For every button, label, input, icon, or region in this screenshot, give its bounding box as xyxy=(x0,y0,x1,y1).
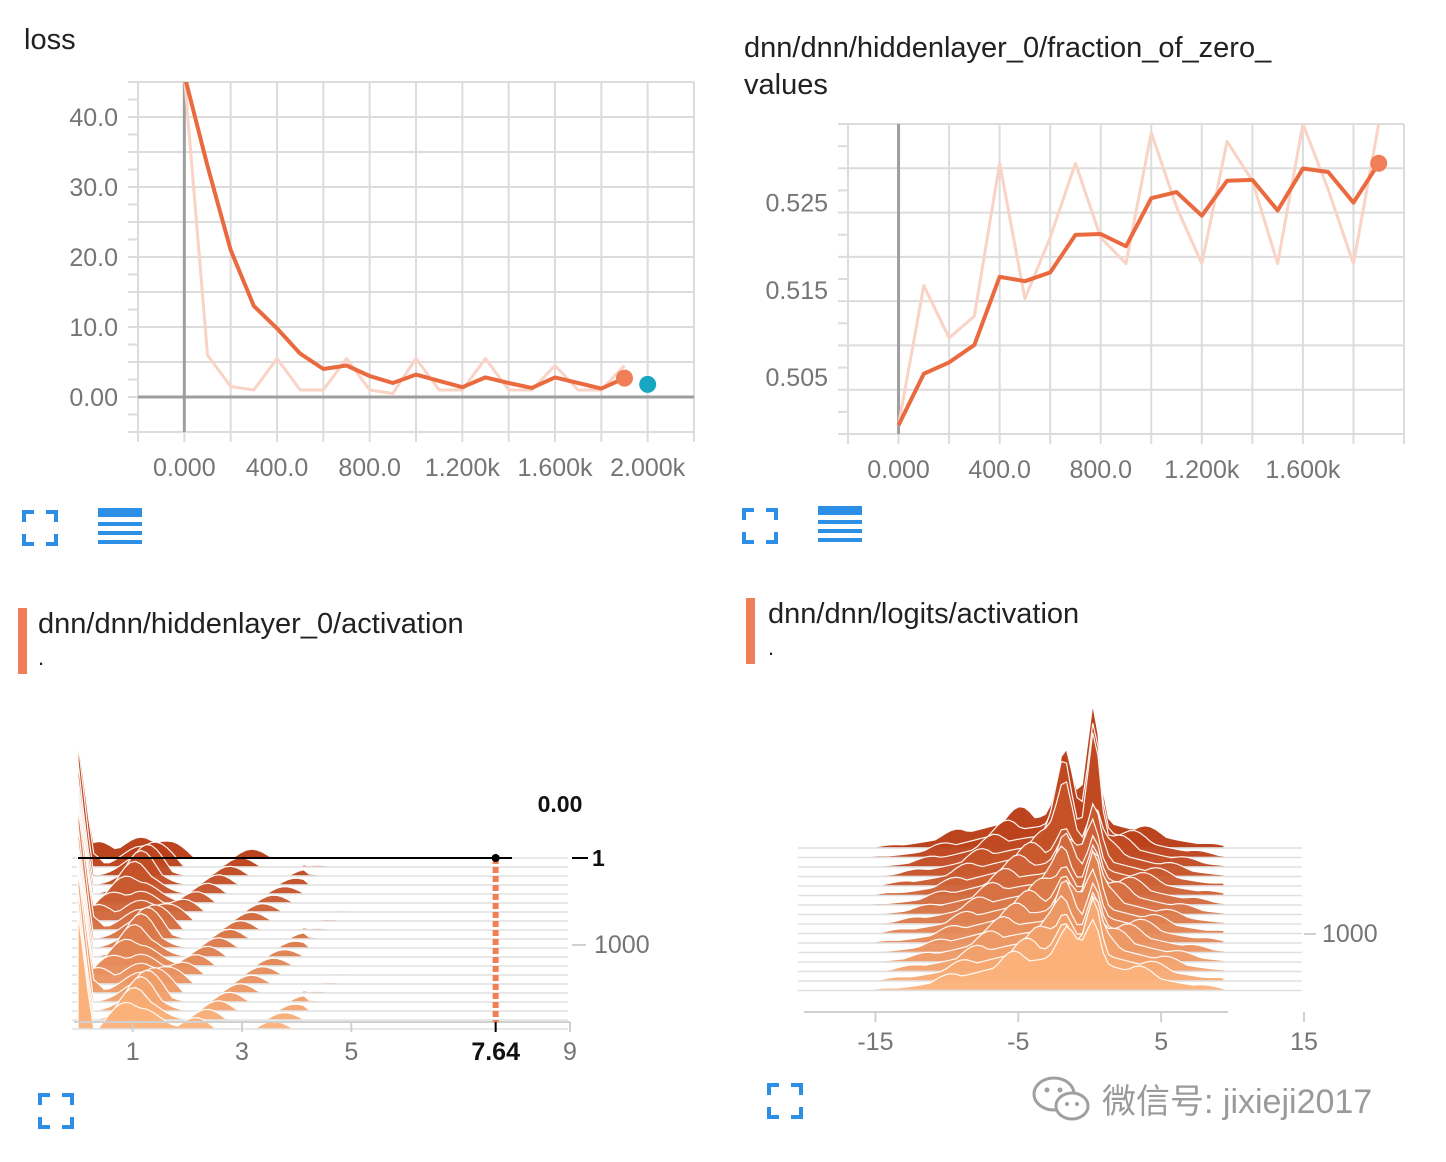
y-tick-label: 0.505 xyxy=(765,364,828,392)
x-tick-label: 1 xyxy=(126,1038,140,1066)
y-tick-label: 0.525 xyxy=(765,190,828,218)
watermark-text: 微信号: jixieji2017 xyxy=(1102,1082,1373,1121)
x-tick-label: -15 xyxy=(857,1028,893,1056)
plot-area xyxy=(896,124,1381,427)
hover-step: 1 xyxy=(592,845,605,871)
x-tick-label: 0.000 xyxy=(867,456,930,484)
ridge-layer xyxy=(804,867,1225,944)
ridge-layer xyxy=(804,918,1225,992)
zero-fraction-chart[interactable]: 0.505 0.515 0.525 0.000 400.0 800.0 1.200k 1.60… xyxy=(760,110,1405,490)
watermark: 微信号: jixieji2017 xyxy=(1030,1068,1372,1128)
x-tick-label: 1.200k xyxy=(425,454,501,482)
x-tick-label: 1.600k xyxy=(517,454,593,482)
x-tick-label: 5 xyxy=(344,1038,358,1066)
smoothed-series-line xyxy=(896,162,1381,427)
x-tick-label: 5 xyxy=(1154,1028,1168,1056)
ridge-layer xyxy=(804,704,1225,849)
logits-activation-histogram[interactable]: -15 -5 5 15 1000 xyxy=(780,690,1420,1070)
hidden-activation-histogram[interactable]: 1 3 5 7.64 9 0.00 1 1000 xyxy=(50,720,690,1100)
ridge-layer xyxy=(804,723,1225,859)
x-tick-label: 3 xyxy=(235,1038,249,1066)
fullscreen-icon[interactable] xyxy=(22,510,58,551)
loss-chart[interactable]: 0.00 10.0 20.0 30.0 40.0 0.000 400.0 800.0 1.200… xyxy=(69,60,700,482)
ridge-layer xyxy=(77,740,498,859)
ridge-layer xyxy=(804,817,1225,897)
series-marker xyxy=(639,375,657,393)
raw-series-line xyxy=(183,82,626,395)
accent-bar xyxy=(18,608,27,674)
y-tick-label: 10.0 xyxy=(69,314,118,342)
fullscreen-icon[interactable] xyxy=(38,1093,74,1134)
x-tick-label: 15 xyxy=(1290,1028,1318,1056)
smoothed-series-line xyxy=(184,82,626,391)
series-marker xyxy=(1370,154,1388,172)
x-tick-label: 400.0 xyxy=(246,454,309,482)
chart-title: dnn/dnn/logits/activation xyxy=(768,598,1080,630)
y-tick-label: 0.515 xyxy=(765,277,828,305)
y-tick-label: 30.0 xyxy=(69,174,118,202)
x-tick-label: -5 xyxy=(1007,1028,1029,1056)
accent-bar xyxy=(746,598,755,664)
x-tick-label: 1.600k xyxy=(1265,456,1341,484)
wechat-icon xyxy=(1032,1076,1090,1121)
y-tick-label: 40.0 xyxy=(69,104,118,132)
y-tick-label: 1000 xyxy=(594,931,650,959)
x-tick-label: 9 xyxy=(563,1038,577,1066)
hover-value: 0.00 xyxy=(538,791,583,817)
x-tick-label: 1.200k xyxy=(1164,456,1240,484)
list-icon[interactable] xyxy=(98,508,142,553)
plot-area xyxy=(183,82,626,395)
chart-title: loss xyxy=(24,24,76,56)
x-tick-label: 0.000 xyxy=(153,454,216,482)
raw-series-line xyxy=(897,124,1381,426)
chart-title: dnn/dnn/hiddenlayer_0/fraction_of_zero_ … xyxy=(744,32,1272,101)
x-tick-label: 400.0 xyxy=(968,456,1031,484)
x-tick-label: 7.64 xyxy=(471,1038,520,1066)
y-tick-label: 20.0 xyxy=(69,244,118,272)
fullscreen-icon[interactable] xyxy=(767,1083,803,1124)
y-tick-label: 0.00 xyxy=(69,384,118,412)
x-tick-label: 2.000k xyxy=(610,454,686,482)
series-marker xyxy=(616,369,633,387)
fullscreen-icon[interactable] xyxy=(742,508,778,549)
title-dot: . xyxy=(768,635,775,660)
x-tick-label: 800.0 xyxy=(1069,456,1132,484)
list-icon[interactable] xyxy=(818,506,862,551)
x-tick-label: 800.0 xyxy=(338,454,401,482)
chart-title: dnn/dnn/hiddenlayer_0/activation xyxy=(38,608,464,640)
title-dot: . xyxy=(38,645,45,670)
y-tick-label: 1000 xyxy=(1322,920,1378,948)
ridge-layer xyxy=(804,732,1225,868)
